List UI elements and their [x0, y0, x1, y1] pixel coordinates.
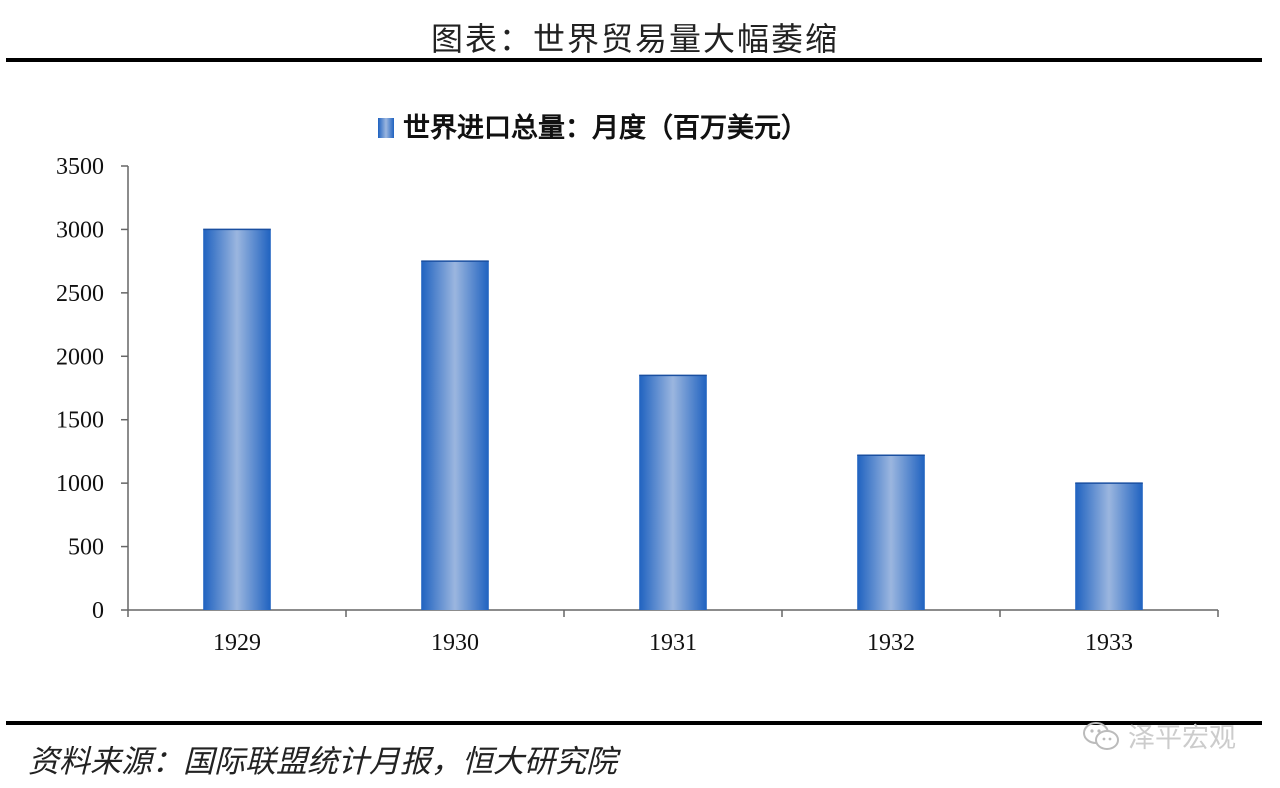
- bottom-rule: [6, 721, 1262, 725]
- bar-1929: [203, 229, 271, 610]
- bar-1933: [1075, 483, 1143, 610]
- legend-label: 世界进口总量：月度（百万美元）: [403, 112, 808, 144]
- bar-1932: [857, 455, 925, 610]
- wechat-icon: [1083, 721, 1119, 750]
- bar-1931: [639, 375, 707, 610]
- y-tick-label: 2000: [56, 344, 104, 370]
- y-tick-label: 500: [68, 535, 104, 561]
- chart-legend: 世界进口总量：月度（百万美元）: [378, 112, 808, 144]
- y-tick-label: 3500: [56, 154, 104, 180]
- bar-1930: [421, 261, 489, 610]
- source-note: 资料来源：国际联盟统计月报，恒大研究院: [28, 744, 617, 780]
- y-tick-label: 1000: [56, 471, 104, 497]
- legend-swatch: [378, 118, 394, 138]
- x-tick-label: 1929: [213, 630, 261, 656]
- watermark: 泽平宏观: [1082, 716, 1236, 755]
- y-tick-label: 2500: [56, 281, 104, 307]
- y-tick-label: 3000: [56, 217, 104, 243]
- y-tick-label: 0: [92, 598, 104, 624]
- chart-header-title: 图表：世界贸易量大幅萎缩: [430, 20, 839, 58]
- x-tick-label: 1931: [649, 630, 697, 656]
- y-tick-label: 1500: [56, 408, 104, 434]
- x-tick-label: 1933: [1085, 630, 1133, 656]
- top-rule: [6, 58, 1262, 62]
- x-tick-label: 1932: [867, 630, 915, 656]
- x-tick-label: 1930: [431, 630, 479, 656]
- bar-chart: 世界进口总量：月度（百万美元） 0 500 1000 1500 2000 2500 3000…: [56, 112, 1219, 656]
- watermark-text: 泽平宏观: [1128, 723, 1236, 754]
